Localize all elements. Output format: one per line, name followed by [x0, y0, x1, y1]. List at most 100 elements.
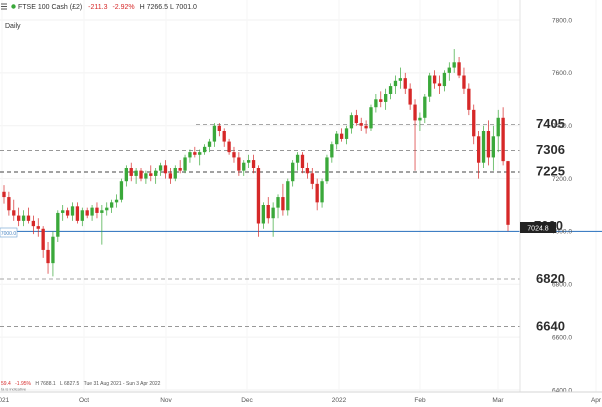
candle — [300, 152, 305, 174]
x-tick-label: 2021 — [0, 397, 10, 404]
level-label-6640: 6640 — [536, 319, 565, 334]
svg-text:59.4 -1.95% H 7688: 59.4 -1.95% H 7688.1 L 6827.5 Tue 31 Aug… — [1, 381, 161, 387]
candle — [173, 165, 177, 182]
footer-change-percent: -1.95% — [15, 381, 31, 387]
candle — [134, 168, 138, 184]
candle-body — [119, 181, 124, 200]
candle — [198, 149, 202, 166]
candle-body — [31, 220, 36, 227]
candle-body — [295, 154, 300, 163]
candle — [139, 168, 143, 182]
candle-body — [222, 131, 226, 142]
level-label-7306: 7306 — [536, 142, 565, 157]
price-axis: 7800.0 7600.0 7400.0 7200.0 7000.0 6800.0 6600… — [552, 17, 572, 394]
candle-body — [486, 131, 491, 158]
candle — [481, 125, 486, 168]
candle-body — [56, 212, 60, 237]
candle — [251, 154, 256, 174]
candle-body — [129, 168, 133, 176]
candle-body — [232, 152, 236, 158]
price-tags: 7024.8 7000.0 — [0, 222, 556, 238]
candle-body — [379, 99, 383, 102]
candle — [388, 83, 393, 100]
candle-body — [105, 207, 109, 211]
hamburger-menu-icon[interactable] — [1, 3, 7, 10]
candle — [242, 160, 246, 176]
candle — [119, 178, 124, 203]
candle-body — [413, 104, 417, 121]
level-label-7225: 7225 — [536, 163, 565, 178]
candle-body — [100, 210, 104, 213]
candle-body — [291, 162, 295, 182]
candle — [222, 128, 226, 147]
candle-body — [457, 62, 461, 76]
candle-body — [198, 152, 202, 155]
candle — [266, 197, 270, 224]
candle — [335, 131, 339, 150]
y-tick-label: 7000.0 — [552, 229, 572, 236]
candle-body — [46, 249, 50, 264]
candle-body — [124, 168, 128, 182]
candle — [325, 154, 329, 184]
candle — [320, 178, 324, 208]
candle-body — [501, 117, 505, 162]
candle — [393, 75, 398, 94]
candle — [491, 125, 495, 171]
candle-body — [384, 94, 388, 102]
candle-body — [158, 165, 163, 171]
candle-body — [149, 173, 153, 176]
candle — [403, 72, 407, 94]
candle — [457, 57, 461, 79]
candle — [472, 104, 476, 145]
candle-body — [330, 144, 334, 158]
candle-body — [95, 207, 99, 213]
candle-body — [168, 173, 173, 179]
candle-body — [70, 206, 75, 216]
candle — [7, 191, 11, 216]
candle-body — [144, 173, 148, 179]
svg-text:FTSE 100 Cash (£2) -211.: FTSE 100 Cash (£2) -211.3 -2.92% H 7266.… — [18, 4, 197, 11]
candle — [398, 67, 403, 89]
candle — [295, 152, 300, 171]
candle-body — [139, 170, 143, 179]
candle-body — [26, 215, 31, 221]
candle-body — [2, 191, 6, 198]
candle-body — [51, 236, 55, 264]
candle-body — [428, 75, 432, 97]
candle — [202, 144, 207, 155]
candle-body — [447, 67, 451, 73]
candle — [281, 183, 285, 216]
candle — [330, 141, 334, 163]
candle — [109, 199, 114, 213]
x-tick-label: Mar — [492, 397, 504, 404]
candle — [90, 205, 94, 221]
candle-body — [491, 136, 495, 158]
y-tick-label: 7800.0 — [552, 17, 572, 24]
last-price-tag — [520, 222, 556, 233]
candle — [21, 210, 26, 227]
candle — [168, 168, 173, 184]
y-tick-label: 7200.0 — [552, 176, 572, 183]
candle — [129, 162, 133, 182]
candle — [496, 109, 500, 153]
chart-header: FTSE 100 Cash (£2) -211.3 -2.92% H 7266.… — [1, 3, 197, 30]
candle-body — [246, 160, 251, 163]
candle — [178, 160, 182, 174]
candle-body — [212, 125, 217, 142]
candle-body — [452, 62, 456, 68]
candle — [163, 160, 168, 179]
candle — [418, 112, 422, 131]
candle-body — [271, 207, 275, 219]
high-low-readout: H 7266.5 L 7001.0 — [140, 4, 197, 11]
candle — [452, 49, 456, 73]
footer-note: ta is indicative — [1, 387, 27, 392]
candle — [246, 154, 251, 168]
candle-body — [281, 197, 285, 211]
candle-body — [7, 197, 11, 211]
x-tick-label: Oct — [79, 397, 89, 404]
candle-body — [114, 199, 119, 203]
candle — [506, 160, 510, 232]
candle-body — [17, 215, 21, 221]
candle-body — [467, 88, 471, 110]
